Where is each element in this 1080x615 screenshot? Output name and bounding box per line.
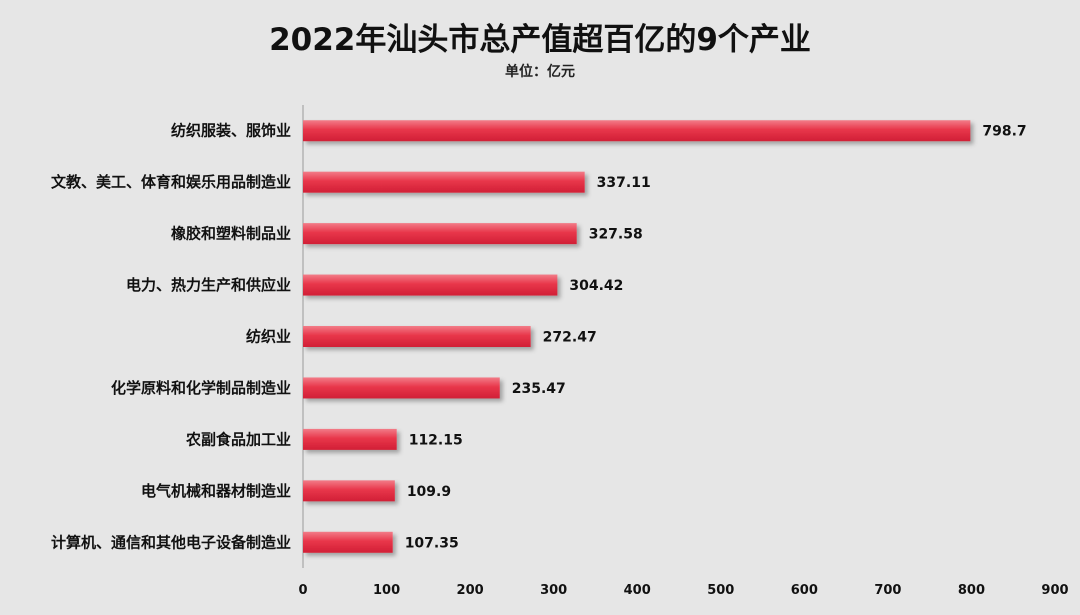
category-label: 纺织业 — [246, 328, 291, 346]
x-tick-label: 100 — [373, 583, 400, 598]
value-label: 327.58 — [589, 227, 643, 243]
x-tick-label: 500 — [707, 583, 734, 598]
x-tick-label: 600 — [791, 583, 818, 598]
category-label: 纺织服装、服饰业 — [171, 122, 291, 140]
chart-title: 2022年汕头市总产值超百亿的9个产业 — [269, 22, 811, 58]
bar — [303, 531, 393, 553]
x-axis-ticks: 0 100 200 300 400 500 600 700 800 900 — [298, 583, 1068, 598]
value-label: 798.7 — [982, 124, 1026, 140]
bars-group: 纺织服装、服饰业 798.7 文教、美工、体育和娱乐用品制造业 337.11 橡胶和塑料… — [51, 120, 1027, 553]
chart-subtitle: 单位：亿元 — [505, 64, 575, 80]
category-label: 电气机械和器材制造业 — [141, 482, 291, 500]
category-label: 电力、热力生产和供应业 — [126, 276, 291, 294]
x-tick-label: 900 — [1041, 583, 1068, 598]
bar — [303, 326, 531, 347]
bar — [303, 480, 395, 502]
x-tick-label: 200 — [457, 583, 484, 598]
value-label: 235.47 — [512, 381, 566, 397]
value-label: 272.47 — [543, 330, 597, 346]
x-tick-label: 0 — [298, 583, 307, 598]
category-label: 橡胶和塑料制品业 — [171, 225, 291, 243]
value-label: 112.15 — [409, 432, 463, 448]
x-tick-label: 800 — [958, 583, 985, 598]
value-label: 304.42 — [569, 278, 623, 294]
category-label: 文教、美工、体育和娱乐用品制造业 — [51, 173, 291, 191]
x-tick-label: 300 — [540, 583, 567, 598]
bar — [303, 274, 558, 296]
category-label: 化学原料和化学制品制造业 — [111, 379, 291, 397]
bar — [303, 120, 971, 142]
bar — [303, 223, 577, 245]
value-label: 107.35 — [405, 535, 459, 551]
x-tick-label: 700 — [874, 583, 901, 598]
category-label: 农副食品加工业 — [185, 430, 291, 448]
value-label: 109.9 — [407, 484, 451, 500]
value-label: 337.11 — [597, 175, 651, 191]
category-label: 计算机、通信和其他电子设备制造业 — [51, 533, 291, 551]
bar — [303, 428, 397, 450]
bar — [303, 171, 585, 193]
x-tick-label: 400 — [624, 583, 651, 598]
bar — [303, 377, 500, 399]
